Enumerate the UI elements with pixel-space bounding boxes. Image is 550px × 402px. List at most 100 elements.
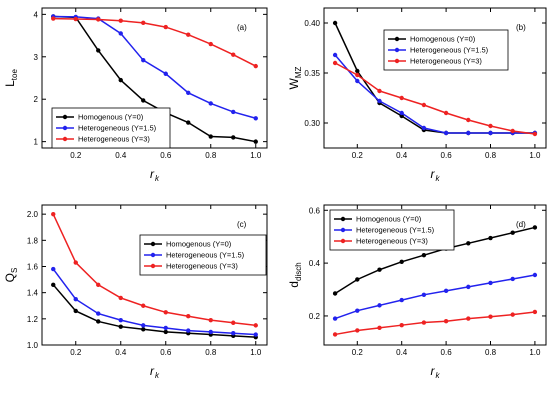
data-point: [377, 98, 382, 104]
x-axis-label: rk: [150, 364, 160, 380]
legend-label: Heterogeneous (Υ=1.5): [356, 226, 435, 235]
chart-panel-d: 0.2 0.4 0.6 0.8 1.00.20.40.6rkddisch(d)Homog…: [287, 204, 547, 380]
legend-label: Heterogeneous (Υ=3): [166, 262, 238, 271]
legend-label: Heterogeneous (Υ=1.5): [166, 251, 245, 260]
y-tick-label: 1.0: [27, 341, 39, 350]
data-point: [355, 78, 360, 84]
legend-marker: [150, 252, 156, 258]
data-point: [332, 60, 338, 66]
x-tick-label: 0.4: [396, 151, 408, 160]
legend: Homogenous (Υ=0) Heterogeneous (Υ=1.5) Het…: [383, 29, 509, 71]
data-point: [488, 314, 493, 319]
chart-panel-a: 0.2 0.4 0.6 0.8 1.0 1 2 3 4 rk Ltoe (a) Homogenous (…: [3, 7, 268, 183]
data-point: [488, 235, 493, 241]
data-point: [231, 52, 236, 57]
data-point: [377, 303, 382, 308]
legend: Homogenous (Υ=0) Heterogeneous (Υ=1.5) Het…: [51, 107, 171, 149]
data-point: [399, 259, 404, 264]
data-point: [355, 277, 360, 282]
data-point: [231, 135, 236, 140]
x-axis-label: rk: [431, 364, 441, 380]
data-point: [421, 320, 427, 325]
y-tick-label: 0.2: [309, 312, 321, 321]
x-tick-label: 0.2: [70, 348, 82, 357]
y-tick-label: 0.40: [304, 19, 320, 28]
legend-marker: [340, 227, 346, 233]
data-point: [253, 116, 258, 121]
data-point: [141, 323, 146, 328]
legend-marker: [150, 263, 156, 269]
legend-label: Homogenous (Υ=0): [166, 240, 232, 249]
series-line-1: [53, 15, 256, 143]
data-point: [141, 98, 146, 103]
legend-label: Heterogeneous (Υ=3): [410, 57, 482, 66]
data-point: [186, 32, 191, 37]
series-line-2: [52, 268, 256, 336]
x-tick-label: 0.2: [352, 348, 364, 357]
x-tick-label: 0.6: [160, 151, 172, 160]
data-point: [466, 117, 471, 123]
data-point: [96, 311, 101, 316]
legend-marker: [62, 136, 68, 142]
y-tick-label: 1.4: [27, 289, 39, 298]
data-point: [443, 319, 449, 324]
data-point: [510, 128, 515, 134]
data-point: [118, 295, 123, 301]
x-tick-label: 0.2: [352, 151, 364, 160]
y-tick-label: 1.2: [27, 315, 39, 324]
data-point: [141, 20, 146, 26]
x-tick-label: 0.6: [441, 151, 453, 160]
plot-frame: [323, 204, 547, 346]
data-point: [488, 123, 493, 129]
data-point: [421, 102, 427, 108]
x-axis-label: rk: [431, 167, 441, 183]
data-point: [532, 131, 538, 137]
y-tick-label: 0.30: [304, 119, 320, 128]
panel-label: (c): [237, 220, 247, 229]
series-line-1: [52, 284, 256, 338]
legend-marker: [394, 58, 400, 64]
data-point: [186, 314, 191, 319]
data-point: [163, 329, 168, 335]
y-axis-label: WMZ: [287, 66, 303, 89]
plot-frame: [323, 7, 547, 149]
data-point: [332, 291, 338, 296]
data-point: [141, 327, 146, 332]
data-point: [118, 77, 123, 83]
data-point: [466, 284, 471, 290]
legend-label: Homogenous (Υ=0): [356, 215, 422, 224]
data-point: [163, 24, 168, 30]
series-line-3: [334, 311, 535, 336]
y-tick-label: 1.8: [27, 236, 39, 245]
data-point: [488, 130, 493, 136]
data-point: [96, 319, 101, 324]
data-point: [208, 317, 213, 323]
data-point: [355, 68, 360, 74]
data-point: [96, 17, 101, 22]
data-point: [253, 323, 258, 328]
x-axis-label: rk: [150, 167, 160, 183]
data-point: [332, 52, 338, 58]
data-point: [73, 297, 78, 302]
panel-label: (a): [237, 23, 247, 32]
data-point: [466, 316, 471, 321]
y-axis-label: QS: [3, 268, 19, 283]
y-tick-label: 0.6: [309, 206, 321, 215]
y-tick-label: 3: [34, 53, 39, 62]
legend-marker: [150, 241, 156, 247]
data-point: [51, 211, 56, 217]
chart-panel-b: 0.2 0.4 0.6 0.8 1.0 0.30 0.35 0.40 rk WMZ (b) Homog…: [287, 7, 547, 183]
data-point: [443, 288, 449, 294]
data-point: [466, 241, 471, 246]
x-tick-label: 1.0: [529, 151, 541, 160]
x-tick-label: 0.8: [485, 151, 497, 160]
data-point: [466, 130, 471, 136]
x-tick-label: 0.6: [160, 348, 172, 357]
x-tick-label: 1.0: [250, 151, 262, 160]
y-tick-label: 0.35: [304, 69, 320, 78]
x-tick-label: 0.8: [485, 348, 497, 357]
legend-label: Heterogeneous (Υ=3): [356, 237, 428, 246]
data-point: [421, 252, 427, 258]
x-tick-label: 0.4: [115, 151, 127, 160]
